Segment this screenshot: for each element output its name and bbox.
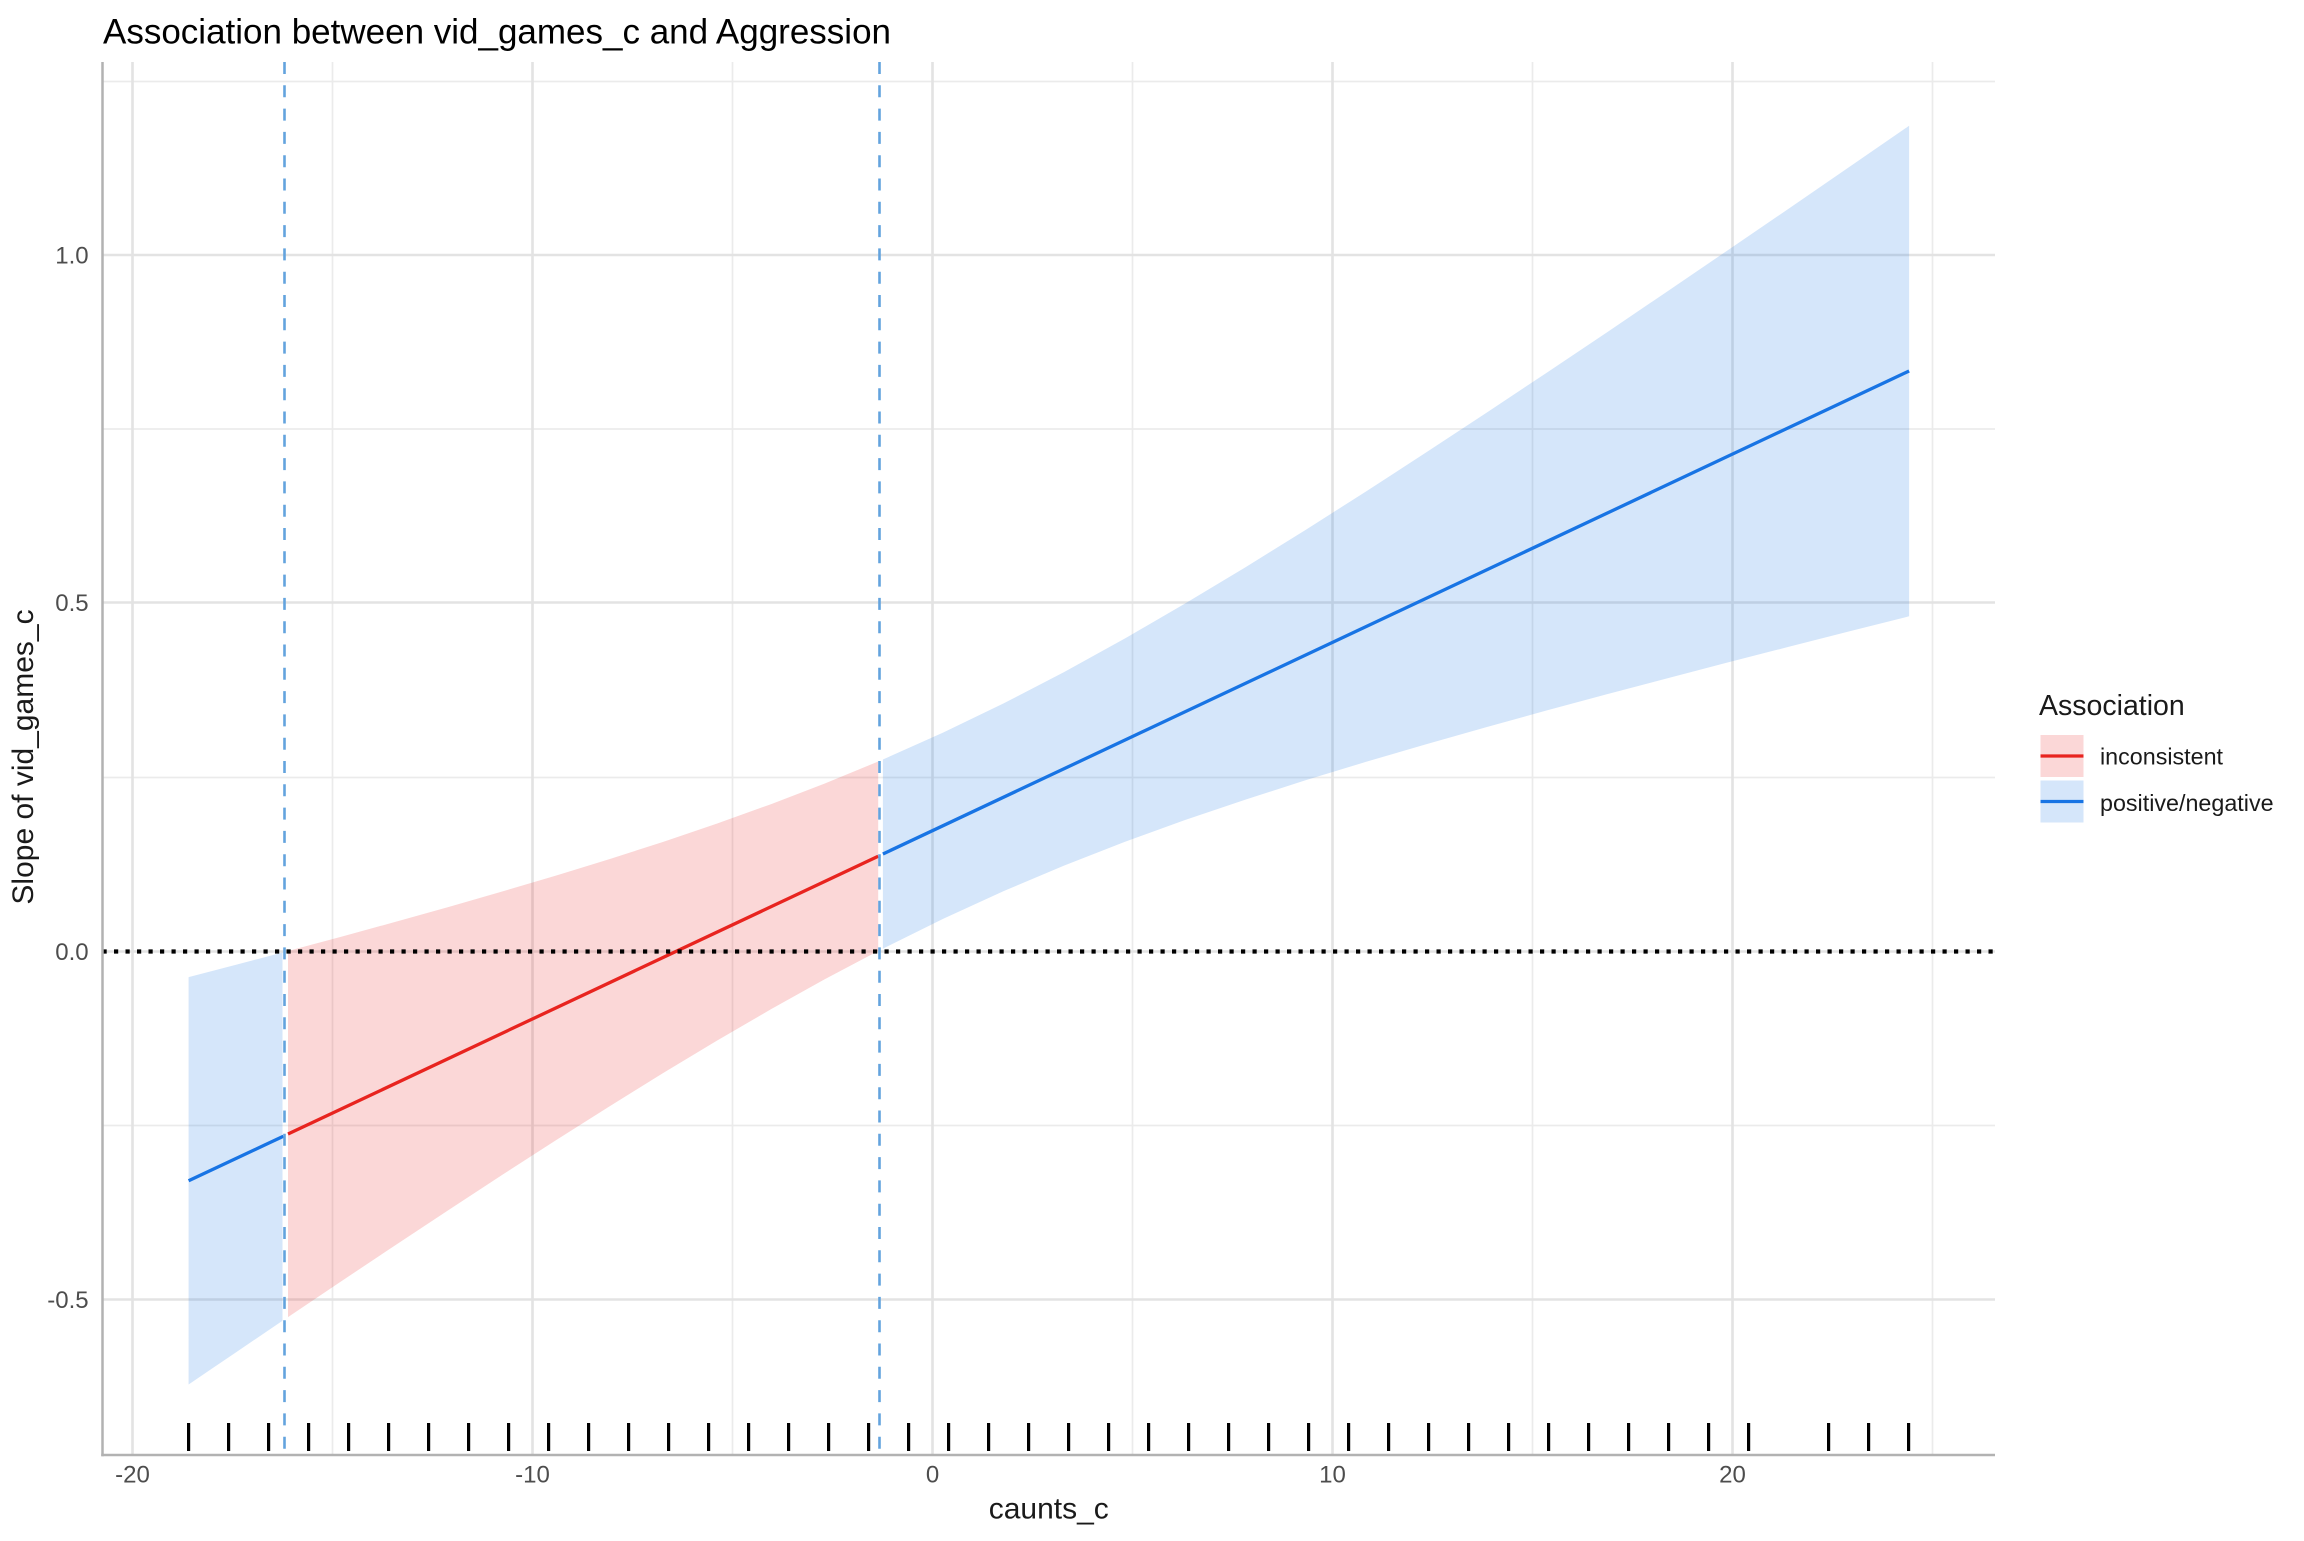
svg-text:Slope of vid_games_c: Slope of vid_games_c: [7, 609, 40, 904]
svg-text:1.0: 1.0: [55, 243, 88, 270]
svg-text:inconsistent: inconsistent: [2100, 744, 2224, 770]
svg-text:20: 20: [1719, 1462, 1746, 1489]
svg-text:positive/negative: positive/negative: [2100, 790, 2274, 816]
svg-text:-10: -10: [515, 1462, 550, 1489]
svg-text:-0.5: -0.5: [47, 1287, 88, 1314]
svg-text:caunts_c: caunts_c: [989, 1493, 1109, 1526]
svg-text:-20: -20: [115, 1462, 150, 1489]
svg-text:0: 0: [926, 1462, 939, 1489]
svg-text:0.5: 0.5: [55, 590, 88, 617]
svg-text:0.0: 0.0: [55, 939, 88, 966]
svg-text:Association between vid_games_: Association between vid_games_c and Aggr…: [103, 13, 891, 52]
svg-text:10: 10: [1319, 1462, 1346, 1489]
svg-text:Association: Association: [2039, 690, 2185, 722]
